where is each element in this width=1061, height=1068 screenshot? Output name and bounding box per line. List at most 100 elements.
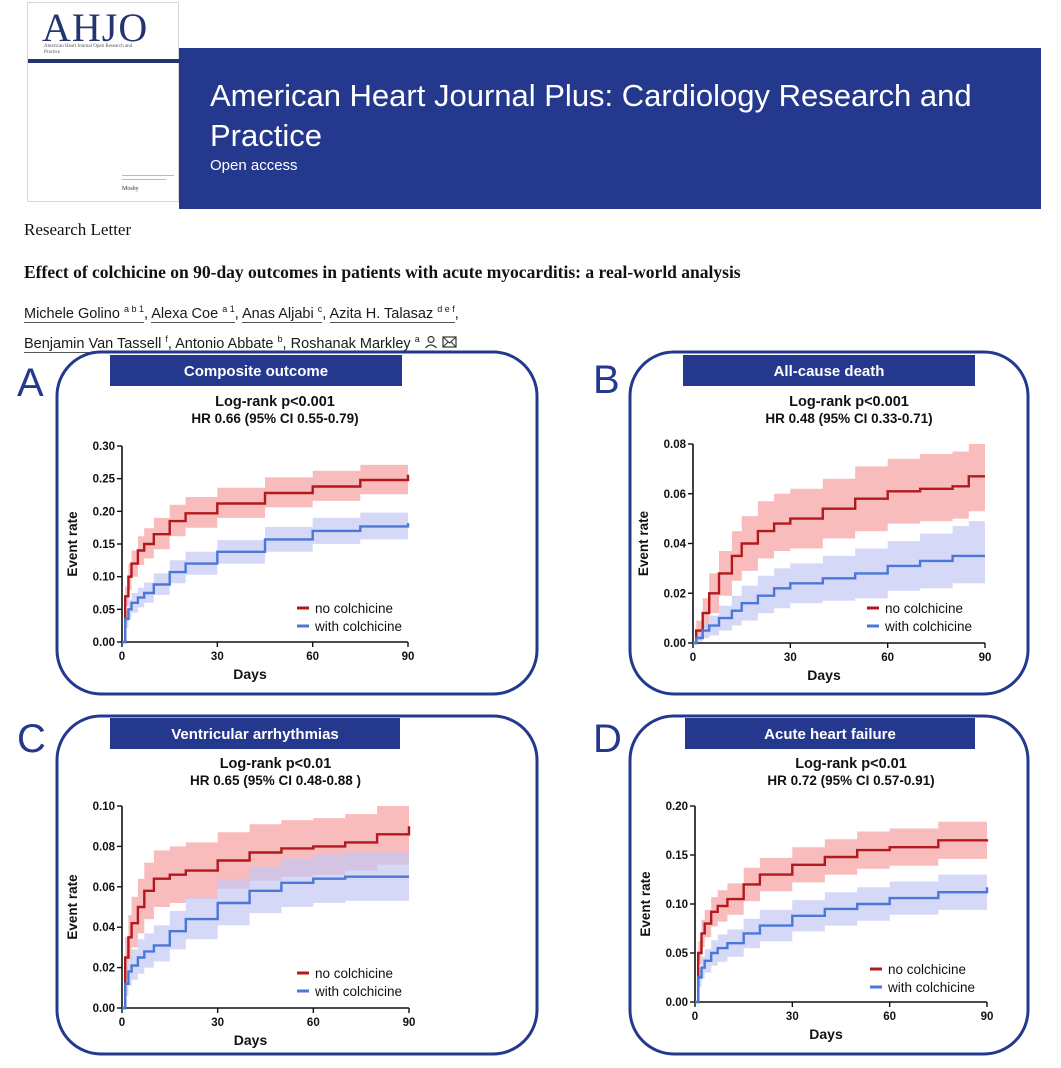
y-tick-label: 0.00 <box>664 638 686 650</box>
legend-label: no colchicine <box>885 601 963 616</box>
x-tick-label: 30 <box>211 651 224 663</box>
x-tick-label: 0 <box>119 651 125 663</box>
y-tick-label: 0.05 <box>93 604 116 616</box>
confidence-band <box>695 819 987 1002</box>
y-tick-label: 0.08 <box>664 439 687 451</box>
km-curve <box>695 887 989 1004</box>
y-tick-label: 0.00 <box>93 1003 115 1015</box>
legend-label: with colchicine <box>887 980 975 995</box>
author-affiliation[interactable]: c <box>317 304 323 314</box>
author-affiliation[interactable]: a b 1 <box>123 304 144 314</box>
chart-legend: no colchicine with colchicine <box>870 962 975 995</box>
panel-header <box>685 718 975 749</box>
x-tick-label: 90 <box>981 1011 994 1023</box>
journal-title-link[interactable]: American Heart Journal Plus: Cardiology … <box>210 76 1030 156</box>
y-tick-label: 0.20 <box>666 801 688 813</box>
x-tick-label: 60 <box>881 652 894 664</box>
y-axis-label: Event rate <box>638 871 653 937</box>
y-tick-label: 0.10 <box>93 572 115 584</box>
legend-label: no colchicine <box>315 966 393 981</box>
panel-frame <box>55 350 539 696</box>
hazard-ratio-stat: HR 0.48 (95% CI 0.33-0.71) <box>765 411 932 426</box>
confidence-band <box>122 852 409 1008</box>
author-contact-icons[interactable] <box>424 335 458 349</box>
km-curve <box>693 475 985 645</box>
confidence-band <box>122 459 408 642</box>
chart-title: Ventricular arrhythmias <box>171 726 339 743</box>
author-affiliation[interactable]: a 1 <box>222 304 235 314</box>
y-tick-label: 0.20 <box>93 506 115 518</box>
author-name: Anas Aljabi <box>241 305 314 322</box>
log-rank-stat: Log-rank p<0.001 <box>215 394 335 410</box>
author-affiliation[interactable]: a <box>414 333 420 344</box>
y-tick-label: 0.04 <box>664 539 687 551</box>
author-link[interactable]: Azita H. Talasaz d e f <box>329 304 455 323</box>
x-tick-label: 90 <box>979 652 992 664</box>
panel-header <box>110 355 402 386</box>
x-tick-label: 30 <box>784 652 797 664</box>
x-tick-label: 0 <box>692 1011 698 1023</box>
chart-title: Acute heart failure <box>764 726 896 743</box>
chart-panel: Ventricular arrhythmias Log-rank p<0.01HR… <box>55 714 539 1056</box>
article-type: Research Letter <box>24 220 132 239</box>
email-icon <box>442 336 457 348</box>
person-icon <box>424 335 437 349</box>
author-link[interactable]: Anas Aljabi c <box>241 304 323 323</box>
author-name: Benjamin Van Tassell <box>24 335 162 352</box>
confidence-band <box>122 508 408 642</box>
open-access-label: Open access <box>210 157 298 174</box>
panel-header <box>110 718 400 749</box>
x-tick-label: 0 <box>690 652 696 664</box>
cover-publisher: Mosby <box>122 186 139 192</box>
cover-subtitle: American Heart Journal Open Research and… <box>44 44 133 55</box>
panel-letter-c: C <box>17 717 46 761</box>
chart-title: All-cause death <box>774 363 885 380</box>
x-axis-label: Days <box>233 666 267 682</box>
km-curve <box>122 875 409 1010</box>
journal-cover-thumbnail[interactable]: AHJO American Heart Journal Open Researc… <box>27 2 180 202</box>
author-affiliation[interactable]: f <box>165 333 168 344</box>
log-rank-stat: Log-rank p<0.01 <box>795 756 907 772</box>
confidence-band <box>693 521 985 643</box>
legend-label: with colchicine <box>884 619 972 634</box>
chart-title: Composite outcome <box>184 363 328 380</box>
y-tick-label: 0.15 <box>93 539 116 551</box>
author-link[interactable]: Benjamin Van Tassell f <box>24 333 168 353</box>
panel-header <box>683 355 975 386</box>
y-tick-label: 0.06 <box>664 489 686 501</box>
cover-line <box>122 179 166 180</box>
author-link[interactable]: Antonio Abbate b <box>175 333 283 353</box>
y-axis-label: Event rate <box>65 874 80 940</box>
km-curve <box>122 826 411 1010</box>
y-tick-label: 0.30 <box>93 441 115 453</box>
y-axis-label: Event rate <box>65 511 80 577</box>
panel-letter-d: D <box>593 717 622 761</box>
km-curve <box>693 554 985 645</box>
x-axis-label: Days <box>807 667 841 683</box>
chart-legend: no colchicine with colchicine <box>297 966 402 999</box>
y-tick-label: 0.00 <box>93 637 115 649</box>
hazard-ratio-stat: HR 0.66 (95% CI 0.55-0.79) <box>191 411 358 426</box>
author-link[interactable]: Roshanak Markley a <box>290 333 458 353</box>
y-tick-label: 0.05 <box>666 948 689 960</box>
y-tick-label: 0.02 <box>93 963 115 975</box>
author-name: Michele Golino <box>24 305 120 322</box>
legend-label: no colchicine <box>315 601 393 616</box>
author-affiliation[interactable]: b <box>277 333 283 344</box>
y-tick-label: 0.04 <box>93 922 116 934</box>
cover-rule <box>28 59 180 63</box>
log-rank-stat: Log-rank p<0.01 <box>220 756 332 772</box>
author-affiliation[interactable]: d e f <box>437 304 455 314</box>
legend-label: no colchicine <box>888 962 966 977</box>
x-tick-label: 60 <box>883 1011 896 1023</box>
author-link[interactable]: Michele Golino a b 1 <box>24 304 144 323</box>
x-axis-label: Days <box>809 1026 843 1042</box>
author-link[interactable]: Alexa Coe a 1 <box>151 304 235 323</box>
y-axis-label: Event rate <box>636 510 651 576</box>
article-title: Effect of colchicine on 90-day outcomes … <box>24 262 741 282</box>
log-rank-stat: Log-rank p<0.001 <box>789 394 909 410</box>
